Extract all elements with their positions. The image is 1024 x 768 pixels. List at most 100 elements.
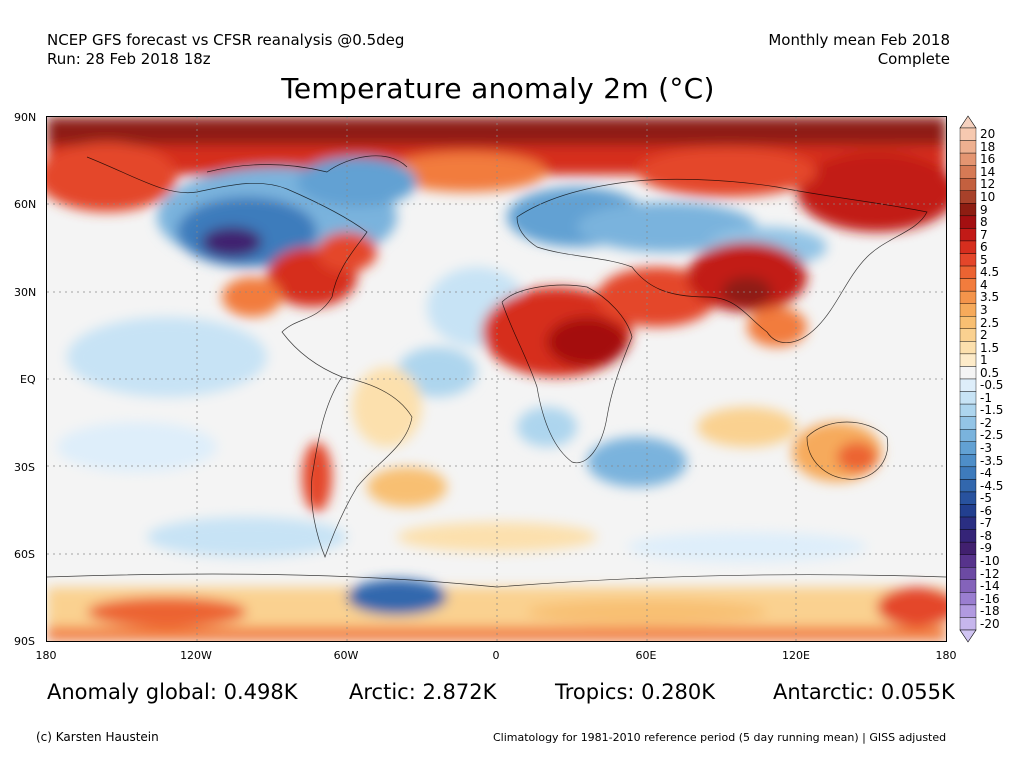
colorbar-swatch <box>959 479 977 493</box>
lat-label-60n: 60N <box>14 198 37 211</box>
colorbar-tick-label: -4.5 <box>980 478 1004 493</box>
colorbar-tick-label: -14 <box>980 579 1000 594</box>
colorbar-tick-label: 4 <box>980 277 988 292</box>
colorbar-tick-label: 14 <box>980 164 996 179</box>
colorbar-tick-label: 1.5 <box>980 340 1000 355</box>
colorbar <box>959 115 977 643</box>
colorbar-swatch <box>959 178 977 191</box>
colorbar-swatch <box>959 328 977 342</box>
colorbar-tick-label: 20 <box>980 127 996 142</box>
colorbar-swatch <box>959 278 977 292</box>
lat-label-90s: 90S <box>14 635 35 648</box>
colorbar-swatch <box>959 604 977 618</box>
colorbar-swatch <box>959 341 977 355</box>
lon-label-120e: 120E <box>782 649 810 662</box>
colorbar-swatch <box>959 190 977 204</box>
colorbar-tick-label: 8 <box>980 215 988 230</box>
lon-label-180e: 180 <box>935 649 957 662</box>
colorbar-tick-label: 12 <box>980 177 996 192</box>
colorbar-swatch <box>959 391 977 405</box>
colorbar-swatch <box>959 290 977 304</box>
temperature-anomaly-map <box>46 116 947 642</box>
colorbar-swatch <box>959 403 977 417</box>
colorbar-tick-label: -1.5 <box>980 403 1004 418</box>
colorbar-swatch <box>959 152 977 166</box>
lat-label-eq: EQ <box>20 373 36 386</box>
lon-label-0: 0 <box>492 649 500 662</box>
colorbar-tick-label: 3 <box>980 302 988 317</box>
colorbar-top-arrow <box>959 115 977 129</box>
header-left: NCEP GFS forecast vs CFSR reanalysis @0.… <box>47 31 404 69</box>
colorbar-tick-label: -0.5 <box>980 378 1004 393</box>
colorbar-tick-label: 9 <box>980 202 988 217</box>
colorbar-swatch <box>959 265 977 279</box>
colorbar-bottom-arrow <box>959 629 977 643</box>
colorbar-swatch <box>959 554 977 568</box>
colorbar-swatch <box>959 541 977 555</box>
colorbar-swatch <box>959 303 977 317</box>
colorbar-swatch <box>959 429 977 442</box>
colorbar-tick-label: 2 <box>980 328 988 343</box>
colorbar-tick-label: 5 <box>980 252 988 267</box>
model-line: NCEP GFS forecast vs CFSR reanalysis @0.… <box>47 31 405 49</box>
colorbar-tick-label: -2 <box>980 415 992 430</box>
colorbar-tick-label: -5 <box>980 491 992 506</box>
colorbar-swatch <box>959 378 977 392</box>
colorbar-tick-label: 6 <box>980 240 988 255</box>
lat-label-30n: 30N <box>14 286 37 299</box>
colorbar-swatch <box>959 240 977 254</box>
colorbar-tick-label: 16 <box>980 152 996 167</box>
colorbar-tick-label: -4 <box>980 466 992 481</box>
colorbar-swatch <box>959 253 977 267</box>
colorbar-swatch <box>959 579 977 593</box>
colorbar-swatch <box>959 516 977 530</box>
colorbar-swatch <box>959 215 977 229</box>
colorbar-tick-label: 18 <box>980 139 996 154</box>
colorbar-tick-label: -7 <box>980 516 992 531</box>
header-right: Monthly mean Feb 2018 Complete <box>768 31 950 69</box>
lon-label-120w: 120W <box>180 649 212 662</box>
period-line: Monthly mean Feb 2018 <box>768 31 950 49</box>
colorbar-swatch <box>959 416 977 430</box>
colorbar-swatch <box>959 529 977 543</box>
colorbar-swatch <box>959 592 977 606</box>
colorbar-tick-label: 0.5 <box>980 365 1000 380</box>
colorbar-swatch <box>959 617 977 631</box>
colorbar-tick-label: -18 <box>980 604 1000 619</box>
arctic-anomaly: Arctic: 2.872K <box>349 680 497 704</box>
colorbar-tick-label: 1 <box>980 353 988 368</box>
climatology-note: Climatology for 1981-2010 reference peri… <box>493 731 947 744</box>
global-anomaly: Anomaly global: 0.498K <box>47 680 298 704</box>
lon-label-60e: 60E <box>635 649 657 662</box>
colorbar-swatch <box>959 353 977 367</box>
credit: (c) Karsten Haustein <box>36 730 159 744</box>
colorbar-tick-label: -1 <box>980 390 992 405</box>
colorbar-tick-label: -12 <box>980 566 1000 581</box>
colorbar-tick-label: -20 <box>980 616 1000 631</box>
colorbar-tick-label: 3.5 <box>980 290 1000 305</box>
colorbar-swatch <box>959 140 977 154</box>
colorbar-swatch <box>959 567 977 581</box>
colorbar-swatch <box>959 366 977 380</box>
lat-label-90n: 90N <box>14 111 37 124</box>
colorbar-tick-label: -3 <box>980 441 992 456</box>
colorbar-swatch <box>959 228 977 242</box>
colorbar-tick-label: -3.5 <box>980 453 1004 468</box>
colorbar-swatch <box>959 441 977 455</box>
colorbar-swatch <box>959 203 977 217</box>
lat-label-60s: 60S <box>14 548 35 561</box>
colorbar-tick-label: 4.5 <box>980 265 1000 280</box>
colorbar-swatch <box>959 466 977 480</box>
lon-label-60w: 60W <box>333 649 359 662</box>
colorbar-tick-label: -2.5 <box>980 428 1004 443</box>
colorbar-tick-label: -16 <box>980 591 1000 606</box>
colorbar-tick-label: -10 <box>980 553 1000 568</box>
colorbar-tick-label: -8 <box>980 528 992 543</box>
colorbar-swatch <box>959 165 977 179</box>
colorbar-tick-label: 10 <box>980 190 996 205</box>
colorbar-swatch <box>959 504 977 518</box>
lon-label-180w: 180 <box>35 649 57 662</box>
colorbar-swatch <box>959 454 977 468</box>
colorbar-swatch <box>959 127 977 141</box>
status-line: Complete <box>877 50 950 68</box>
